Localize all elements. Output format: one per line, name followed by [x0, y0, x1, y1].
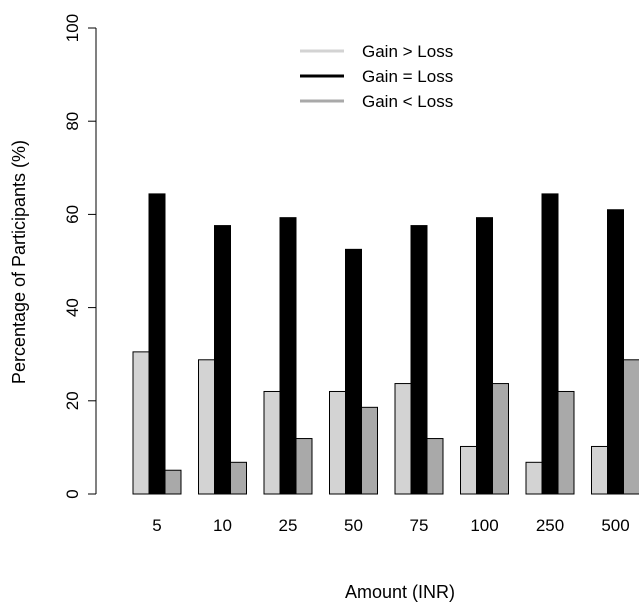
bar: [410, 225, 428, 495]
bar: [345, 248, 362, 495]
x-axis-title: Amount (INR): [345, 582, 455, 602]
bar: [623, 359, 639, 495]
bar: [295, 438, 313, 495]
bar: [148, 193, 166, 495]
x-tick-label: 50: [344, 516, 363, 535]
bar: [329, 390, 346, 495]
bar: [230, 461, 247, 495]
bar: [557, 390, 575, 495]
x-tick-label: 500: [601, 516, 629, 535]
y-axis-title: Percentage of Participants (%): [9, 140, 29, 384]
bar: [361, 406, 378, 495]
bar: [492, 383, 509, 495]
y-tick-label: 80: [63, 112, 82, 131]
bar: [460, 445, 477, 495]
bar: [541, 193, 559, 495]
x-tick-label: 5: [152, 516, 161, 535]
bar: [476, 217, 493, 495]
x-tick-label: 250: [536, 516, 564, 535]
y-axis: 0 20 40 60 80 100: [63, 14, 97, 499]
legend-label: Gain > Loss: [362, 42, 453, 61]
y-tick-label: 0: [63, 489, 82, 498]
bar: [263, 390, 281, 495]
x-tick-label: 100: [470, 516, 498, 535]
x-axis-tick-labels: 5 10 25 50 75 100 250 500: [152, 516, 629, 535]
y-tick-label: 20: [63, 391, 82, 410]
x-tick-label: 25: [279, 516, 298, 535]
bar: [164, 469, 182, 495]
bar: [279, 217, 297, 495]
bar: [607, 209, 624, 495]
bars: [132, 193, 639, 495]
bar: [426, 438, 444, 495]
x-tick-label: 10: [213, 516, 232, 535]
bar: [394, 383, 412, 495]
y-tick-label: 100: [63, 14, 82, 42]
bar: [132, 351, 150, 495]
legend: Gain > Loss Gain = Loss Gain < Loss: [300, 42, 453, 111]
y-tick-label: 60: [63, 205, 82, 224]
legend-label: Gain = Loss: [362, 67, 453, 86]
x-tick-label: 75: [410, 516, 429, 535]
bar: [198, 359, 215, 495]
legend-label: Gain < Loss: [362, 92, 453, 111]
y-tick-label: 40: [63, 298, 82, 317]
bar: [214, 225, 231, 495]
bar: [591, 445, 608, 495]
bar: [525, 461, 543, 495]
